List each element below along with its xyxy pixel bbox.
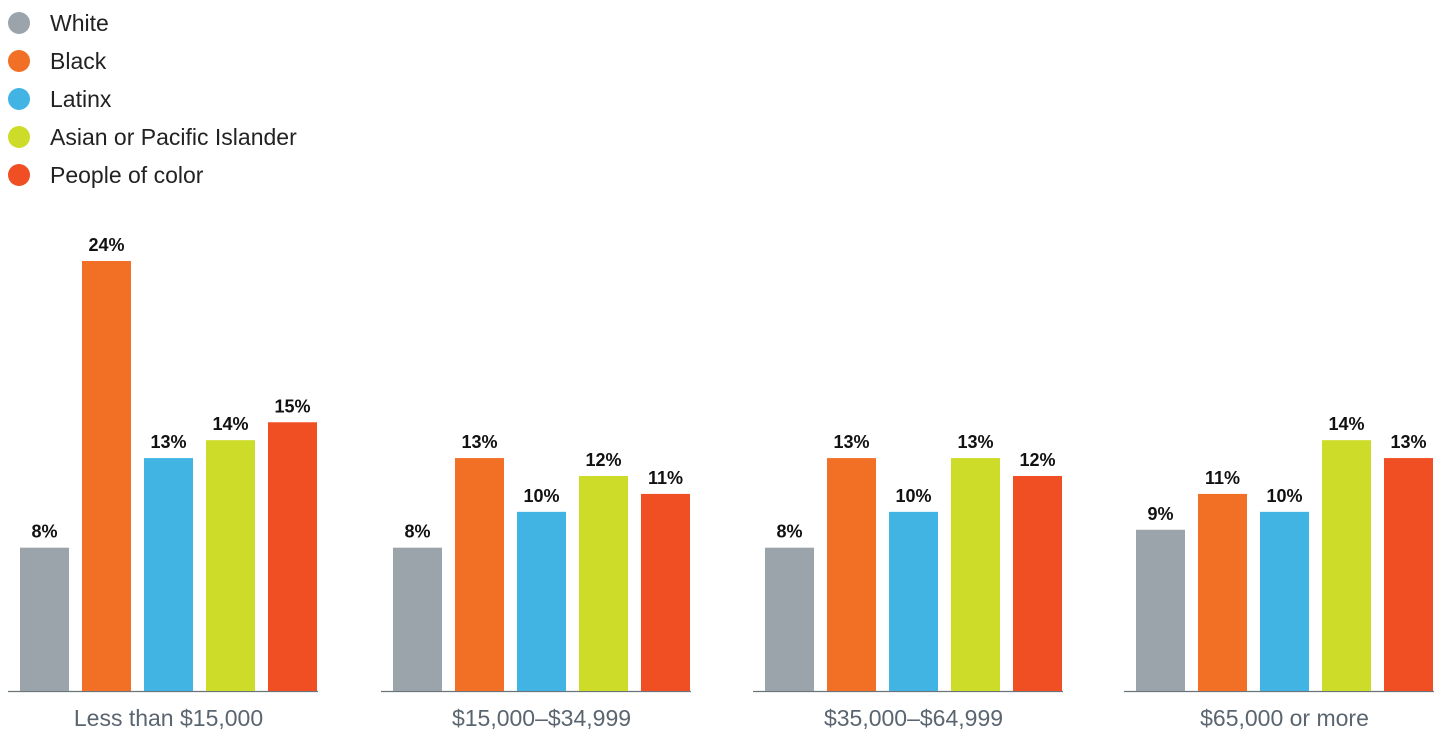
legend-label: People of color	[50, 161, 204, 188]
bar	[951, 458, 1000, 691]
legend-label: White	[50, 9, 109, 36]
bar	[1384, 458, 1433, 691]
bar-value-label: 12%	[585, 450, 621, 470]
bar	[765, 547, 814, 691]
category-label: Less than $15,000	[74, 705, 263, 730]
bar-value-label: 8%	[31, 522, 57, 542]
bar-value-label: 13%	[957, 432, 993, 452]
bar-value-label: 10%	[1266, 486, 1302, 506]
bar-value-label: 14%	[1328, 414, 1364, 434]
bar	[1260, 511, 1309, 691]
legend-item: Black	[8, 42, 297, 80]
legend-item: People of color	[8, 156, 297, 194]
legend-swatch	[8, 126, 30, 148]
bar-value-label: 10%	[895, 486, 931, 506]
legend-label: Latinx	[50, 85, 112, 112]
bar	[1198, 493, 1247, 691]
bar	[1013, 476, 1062, 691]
bar	[1136, 529, 1185, 691]
bar	[641, 493, 690, 691]
bar-value-label: 11%	[648, 468, 683, 488]
bar	[827, 458, 876, 691]
bar-value-label: 13%	[833, 432, 869, 452]
bar-value-label: 13%	[150, 432, 186, 452]
bar	[455, 458, 504, 691]
bar-value-label: 9%	[1147, 504, 1173, 524]
bar	[579, 476, 628, 691]
bar	[144, 458, 193, 691]
legend-swatch	[8, 164, 30, 186]
bar-value-label: 14%	[212, 414, 248, 434]
legend: White Black Latinx Asian or Pacific Islande…	[8, 4, 297, 194]
legend-swatch	[8, 12, 30, 34]
category-label: $35,000–$64,999	[824, 705, 1003, 730]
bar-value-label: 13%	[1390, 432, 1426, 452]
category-label: $65,000 or more	[1200, 705, 1369, 730]
bar-value-label: 24%	[88, 235, 124, 255]
bar-value-label: 10%	[523, 486, 559, 506]
bar-value-label: 8%	[776, 522, 802, 542]
bar	[82, 261, 131, 691]
category-label: $15,000–$34,999	[452, 705, 631, 730]
bar	[268, 422, 317, 691]
bar	[889, 511, 938, 691]
bar-value-label: 13%	[461, 432, 497, 452]
bar	[393, 547, 442, 691]
bar	[517, 511, 566, 691]
legend-label: Asian or Pacific Islander	[50, 123, 297, 150]
bar-value-label: 15%	[274, 396, 310, 416]
bar	[20, 547, 69, 691]
legend-item: Asian or Pacific Islander	[8, 118, 297, 156]
bar-value-label: 8%	[404, 522, 430, 542]
bar-value-label: 11%	[1205, 468, 1240, 488]
legend-swatch	[8, 88, 30, 110]
bar	[1322, 440, 1371, 691]
legend-label: Black	[50, 47, 107, 74]
legend-swatch	[8, 50, 30, 72]
legend-item: White	[8, 4, 297, 42]
bar-value-label: 12%	[1019, 450, 1055, 470]
legend-item: Latinx	[8, 80, 297, 118]
bar	[206, 440, 255, 691]
